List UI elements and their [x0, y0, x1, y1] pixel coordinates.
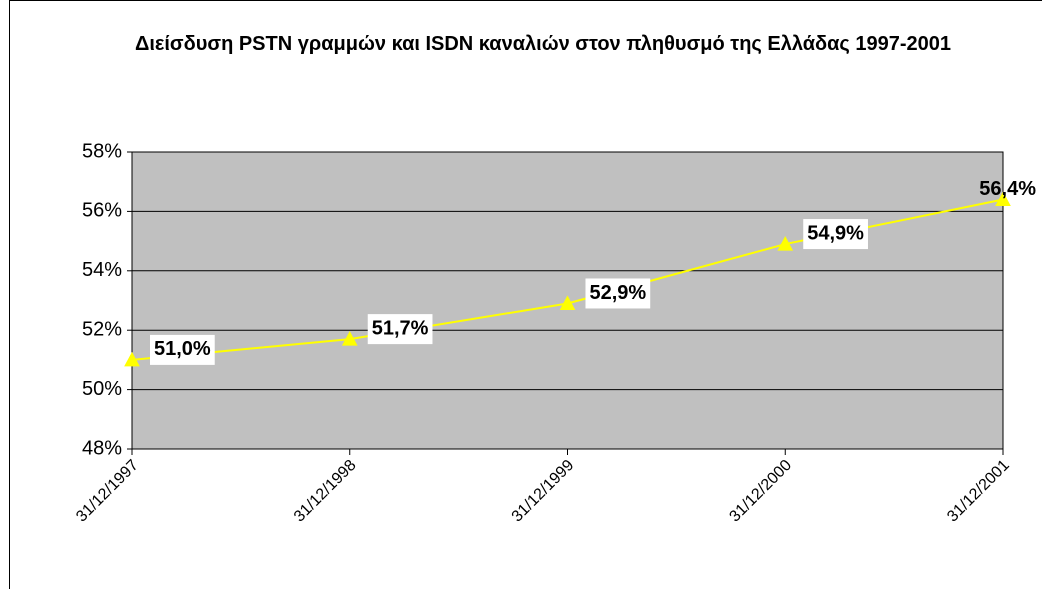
- x-tick-label: 31/12/2000: [726, 457, 795, 526]
- y-tick-label: 52%: [82, 318, 122, 340]
- data-label-group: 51,7%: [367, 314, 433, 345]
- marker: [559, 295, 576, 310]
- y-tick-label: 50%: [82, 378, 122, 400]
- data-label: 51,7%: [372, 317, 429, 339]
- y-tick-label: 54%: [82, 259, 122, 281]
- marker: [124, 351, 140, 367]
- x-tick-label: 31/12/1999: [509, 457, 578, 526]
- x-tick-label: 31/12/1998: [291, 457, 360, 526]
- y-tick-label: 48%: [82, 437, 122, 459]
- data-label-group: 56,4%: [979, 178, 1036, 200]
- marker: [995, 191, 1011, 207]
- chart-title: Διείσδυση PSTN γραμμών και ISDN καναλιών…: [134, 33, 952, 55]
- data-label-group: 51,0%: [150, 334, 215, 365]
- data-label: 51,0%: [154, 338, 211, 360]
- data-label-box: [803, 219, 868, 250]
- y-tick-label: 56%: [82, 200, 122, 222]
- y-tick-label: 58%: [82, 140, 122, 162]
- x-tick-label: 31/12/1997: [73, 457, 142, 526]
- chart-frame: [9, 0, 1042, 589]
- data-label: 56,4%: [979, 178, 1036, 200]
- data-label-box: [585, 278, 651, 309]
- x-tick-label: 31/12/2001: [944, 457, 1013, 526]
- data-label: 54,9%: [807, 222, 864, 244]
- data-label-group: 54,9%: [803, 219, 868, 250]
- data-label-group: 52,9%: [585, 278, 651, 309]
- data-label-box: [150, 334, 215, 365]
- marker: [777, 236, 794, 251]
- data-label-box: [367, 314, 433, 345]
- marker: [341, 331, 358, 346]
- data-label: 52,9%: [590, 282, 647, 304]
